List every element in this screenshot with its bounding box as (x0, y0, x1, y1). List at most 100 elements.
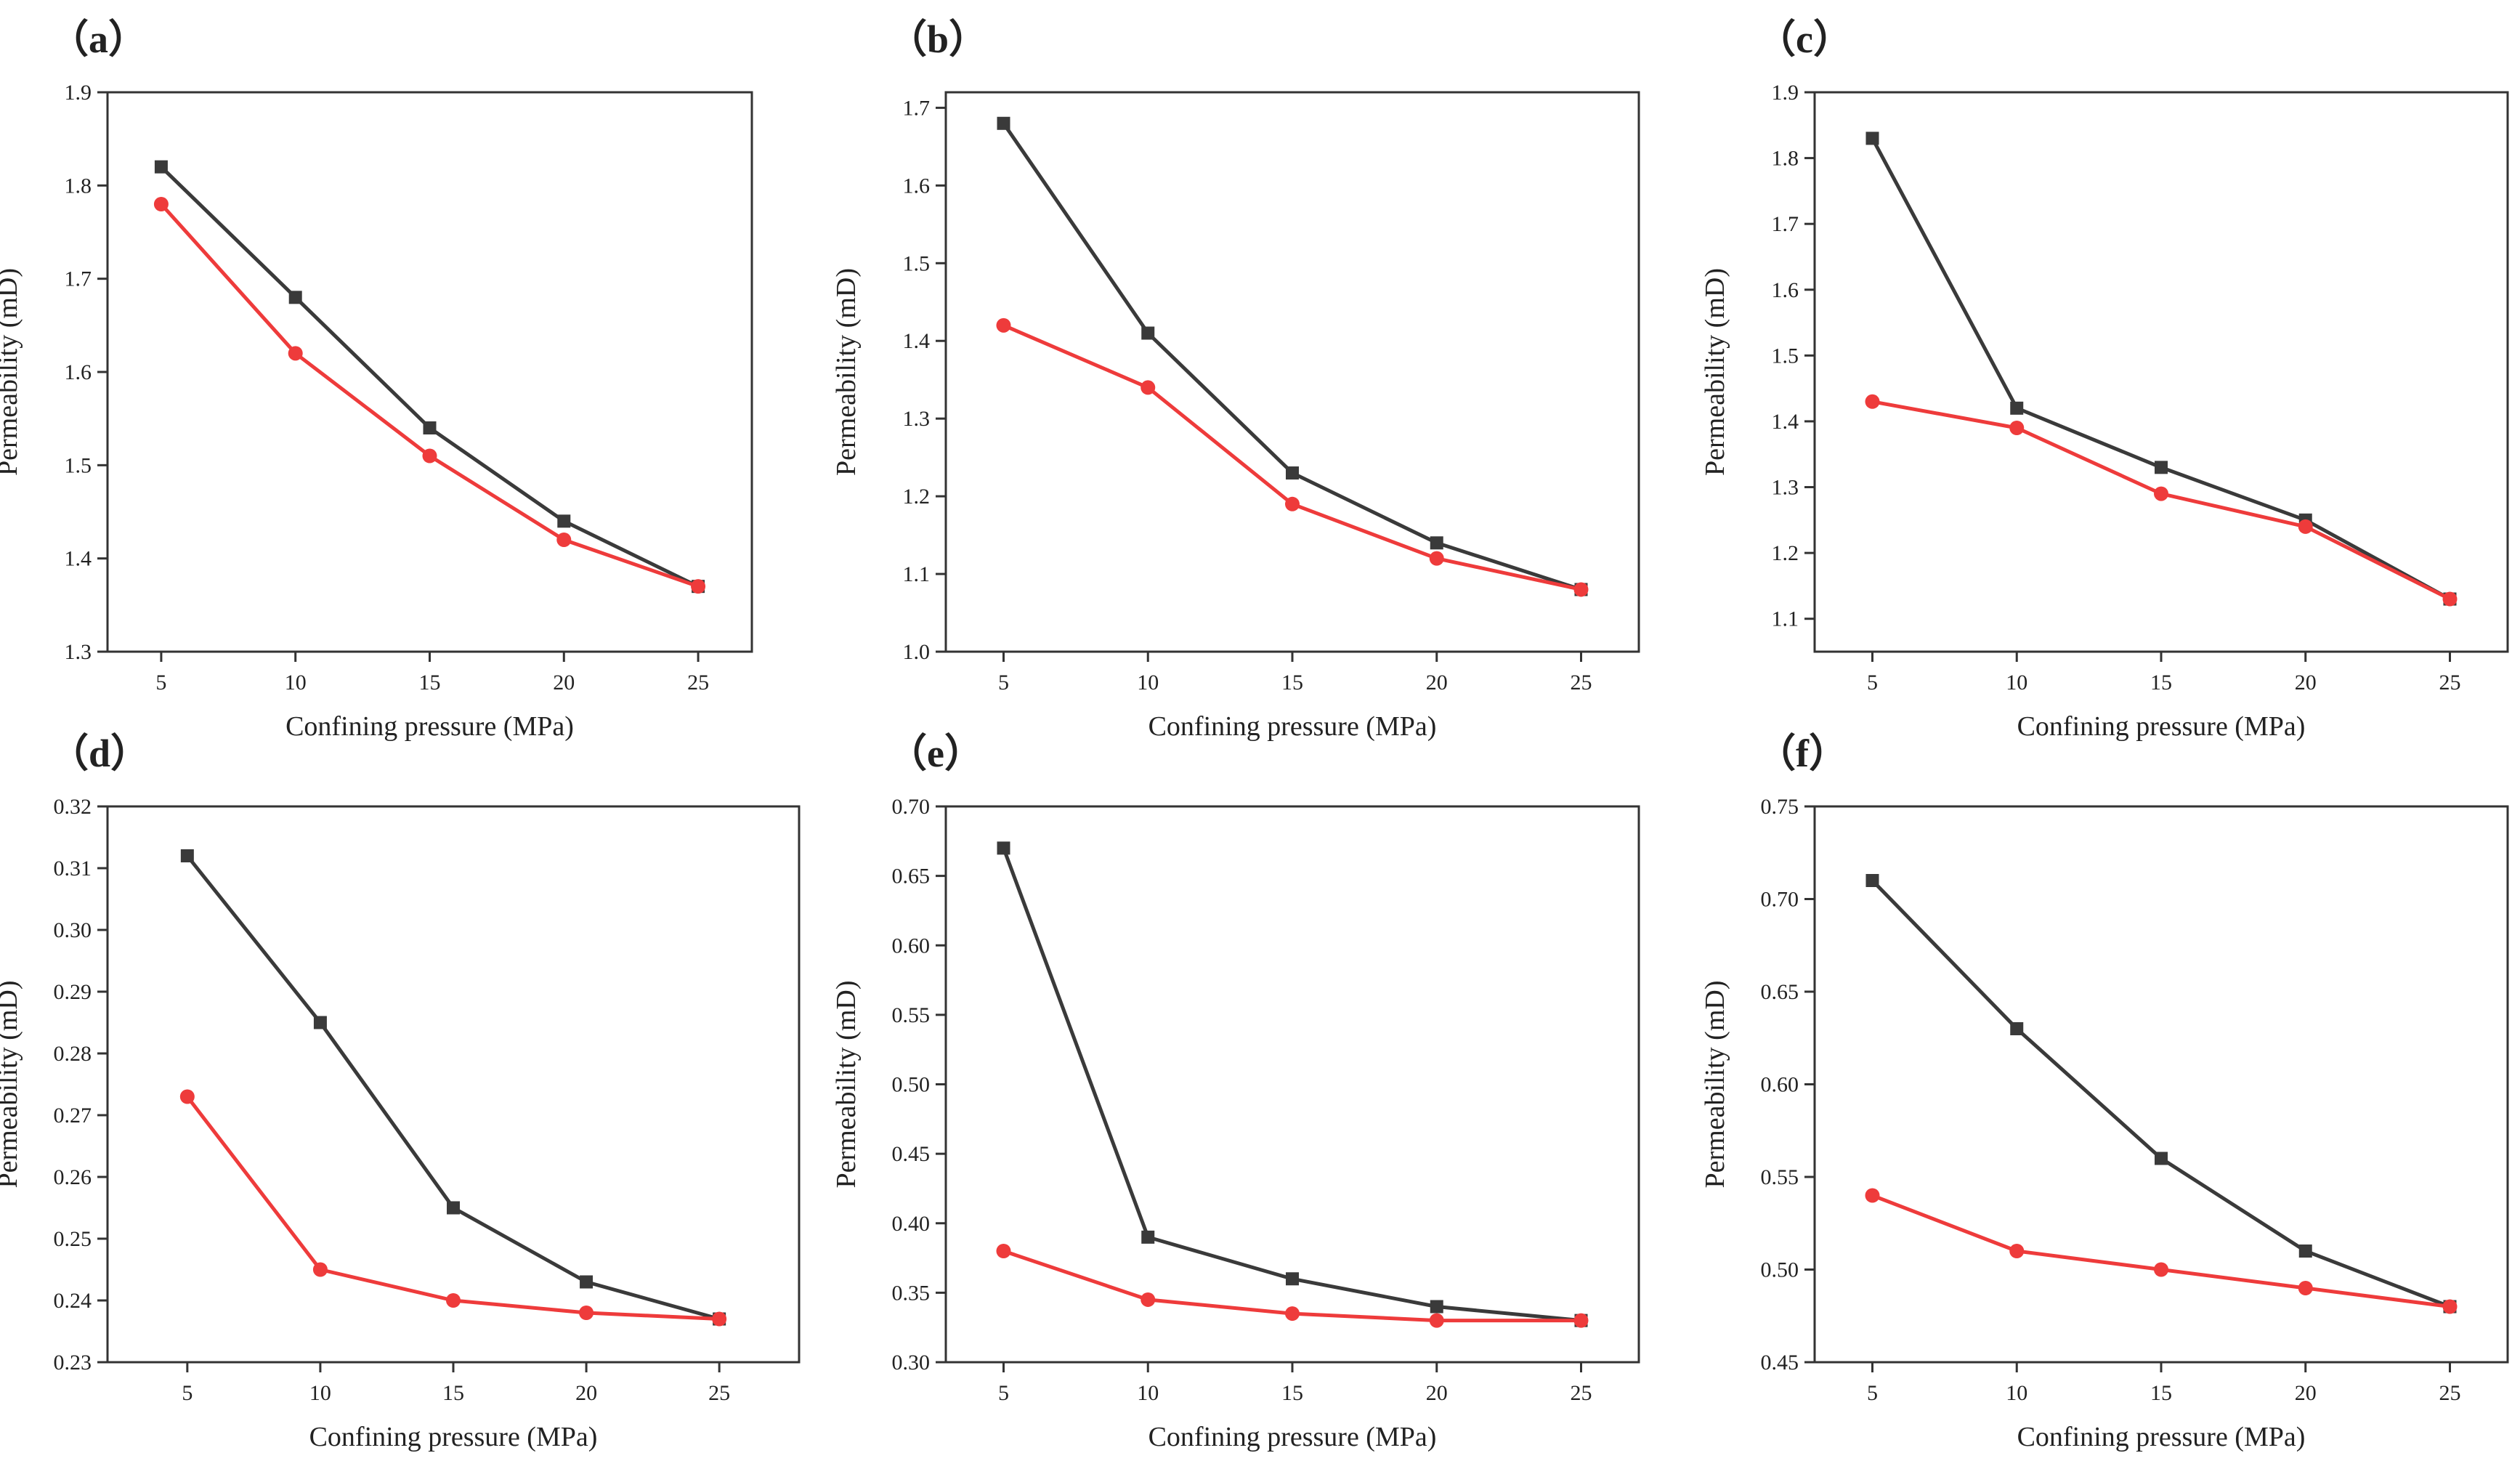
y-axis-title: Permeability (mD) (0, 268, 23, 476)
y-tick-label: 0.35 (892, 1281, 931, 1305)
plot-frame (106, 91, 753, 653)
y-tick-label: 0.30 (54, 918, 92, 942)
x-tick-label: 5 (182, 1381, 193, 1405)
data-point-circle (1285, 1306, 1300, 1322)
y-tick-label: 1.3 (1772, 476, 1799, 500)
data-point-circle (1865, 394, 1880, 409)
y-tick-label: 1.6 (903, 174, 931, 198)
y-tick-label: 0.28 (54, 1042, 92, 1066)
y-tick-label: 0.30 (892, 1351, 931, 1375)
data-point-square (997, 116, 1010, 130)
panel-label: （d） (49, 732, 150, 775)
data-point-circle (446, 1293, 461, 1308)
x-axis-title: Confining pressure (MPa) (309, 1422, 598, 1452)
series-line-red (1871, 1194, 2450, 1308)
x-tick-label: 20 (553, 671, 575, 695)
x-tick-label: 20 (575, 1381, 597, 1405)
plot-frame (1813, 91, 2509, 653)
x-tick-label: 25 (1571, 671, 1592, 695)
x-tick-label: 20 (2295, 1381, 2317, 1405)
data-point-circle (1141, 380, 1156, 395)
x-tick-label: 5 (1867, 671, 1878, 695)
y-tick-label: 1.9 (1772, 81, 1799, 105)
y-tick-label: 0.50 (892, 1073, 931, 1097)
chart-panel-f: （f） 5 10 15 20 25 0.45 0.50 0.55 0.60 0.65 0.70 0.75… (1700, 732, 2509, 1452)
x-tick-label: 20 (2295, 671, 2317, 695)
data-point-circle (2009, 1244, 2025, 1258)
data-point-square (2155, 461, 2168, 474)
y-tick-label: 1.8 (65, 174, 92, 198)
x-tick-label: 20 (1426, 671, 1448, 695)
y-tick-label: 1.2 (1772, 541, 1799, 565)
series-line-black (160, 165, 700, 588)
x-tick-label: 20 (1426, 1381, 1448, 1405)
data-point-square (580, 1275, 593, 1289)
y-tick-label: 0.65 (892, 865, 931, 889)
chart-panel-d: （d） 5 10 15 20 25 0.23 0.24 0.25 0.26 0.27 0.28 0.29… (0, 732, 801, 1452)
y-tick-label: 1.5 (903, 251, 931, 275)
y-tick-label: 1.4 (903, 329, 931, 353)
y-tick-label: 1.4 (65, 547, 92, 571)
x-tick-label: 15 (2150, 1381, 2172, 1405)
data-point-square (447, 1201, 460, 1215)
panel-label: （c） (1757, 17, 1852, 61)
y-tick-label: 1.3 (903, 407, 931, 431)
y-tick-label: 1.5 (1772, 344, 1799, 368)
data-point-circle (996, 1244, 1011, 1258)
y-tick-label: 1.7 (65, 267, 92, 291)
y-tick-label: 1.7 (903, 96, 931, 120)
plot-frame (106, 805, 801, 1364)
x-axis-title: Confining pressure (MPa) (2017, 711, 2306, 742)
data-point-circle (2298, 519, 2313, 534)
x-tick-label: 10 (285, 671, 307, 695)
data-point-circle (691, 579, 706, 594)
data-point-circle (2154, 486, 2168, 501)
chart-panel-a: （a） 5 10 15 20 25 1.3 1.4 1.5 1.6 1.7 1.8 1.9 Confini… (0, 17, 753, 742)
data-point-circle (179, 1089, 195, 1104)
y-tick-label: 0.26 (54, 1165, 92, 1189)
data-point-square (1430, 1300, 1443, 1314)
y-tick-label: 1.4 (1772, 410, 1799, 434)
data-point-square (997, 841, 1010, 855)
x-tick-label: 5 (998, 671, 1009, 695)
y-axis-title: Permeability (mD) (831, 268, 862, 476)
series-line-black (1002, 122, 1582, 591)
y-tick-label: 1.0 (903, 640, 931, 664)
y-tick-label: 0.45 (892, 1142, 931, 1166)
y-tick-label: 0.55 (1761, 1165, 1799, 1189)
y-tick-label: 0.32 (54, 795, 92, 819)
data-point-circle (556, 533, 572, 547)
data-point-circle (153, 197, 169, 211)
data-point-circle (2442, 591, 2458, 607)
y-axis-title: Permeability (mD) (0, 981, 23, 1189)
plot-frame (944, 91, 1640, 653)
data-point-square (1865, 131, 1879, 145)
x-tick-label: 5 (155, 671, 166, 695)
y-tick-label: 1.3 (65, 640, 92, 664)
x-tick-label: 15 (1281, 671, 1303, 695)
series-line-red (1002, 323, 1582, 591)
data-point-square (1286, 466, 1299, 480)
y-tick-label: 1.6 (1772, 278, 1799, 302)
y-tick-label: 1.1 (903, 562, 931, 586)
data-point-circle (312, 1262, 328, 1277)
x-tick-label: 15 (1281, 1381, 1303, 1405)
x-tick-label: 10 (1137, 1381, 1159, 1405)
data-point-square (180, 849, 194, 862)
data-point-square (288, 291, 302, 304)
panel-label: （a） (49, 17, 147, 61)
data-point-circle (1285, 496, 1300, 511)
y-tick-label: 1.1 (1772, 607, 1799, 631)
x-tick-label: 15 (442, 1381, 464, 1405)
data-point-circle (1429, 1313, 1444, 1328)
x-tick-label: 10 (2006, 671, 2027, 695)
data-point-circle (2154, 1262, 2168, 1277)
x-tick-label: 25 (687, 671, 709, 695)
x-tick-label: 5 (1867, 1381, 1878, 1405)
y-tick-label: 1.7 (1772, 212, 1799, 236)
data-point-circle (422, 448, 437, 464)
data-point-square (423, 421, 437, 434)
x-tick-label: 15 (2150, 671, 2172, 695)
x-tick-label: 5 (998, 1381, 1009, 1405)
